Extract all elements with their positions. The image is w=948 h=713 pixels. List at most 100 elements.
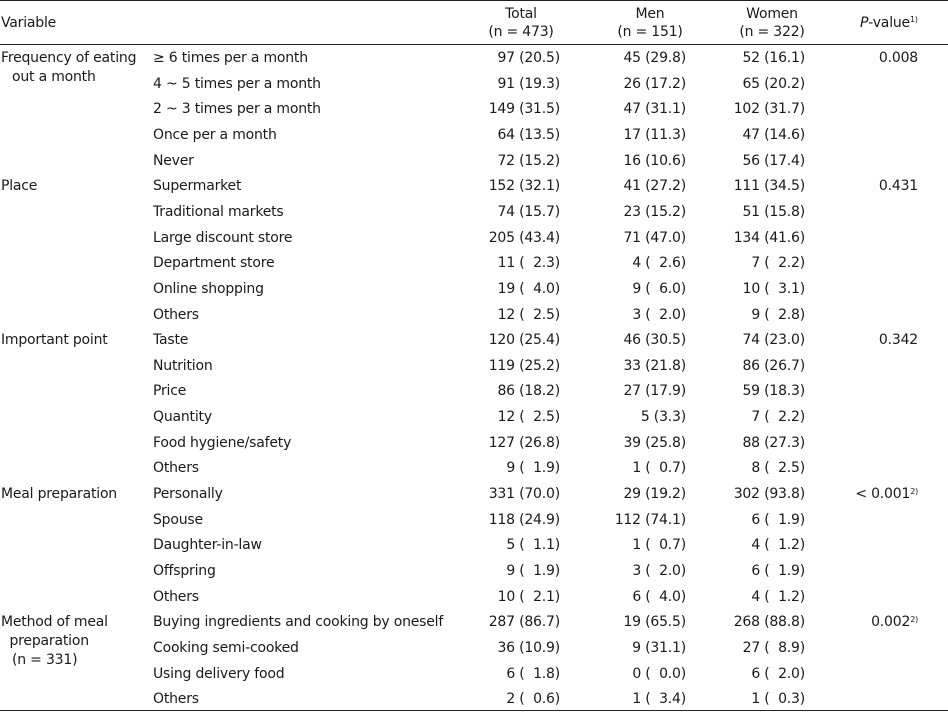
cell-level: Using delivery food [153, 665, 285, 682]
cell-men: 19 (65.5) [623, 614, 686, 631]
cell-level: Personally [153, 486, 223, 503]
cell-level: 2 ~ 3 times per a month [153, 101, 321, 118]
header-variable: Variable [1, 15, 57, 31]
table-row: Offspring 9 ( 1.9) 3 ( 2.0) 6 ( 1.9) [0, 559, 948, 585]
cell-men: 71 (47.0) [623, 229, 686, 246]
header-women-label: Women [746, 6, 798, 22]
cell-level: Cooking semi-cooked [153, 639, 299, 656]
cell-pvalue: 0.431 [838, 174, 918, 200]
cell-level: Online shopping [153, 280, 264, 297]
cell-total: 5 ( 1.1) [506, 537, 560, 554]
cell-total: 12 ( 2.5) [497, 409, 561, 426]
cell-women: 134 (41.6) [733, 229, 805, 246]
header-men-n: (n = 151) [617, 24, 683, 40]
cell-total: 10 ( 2.1) [497, 588, 561, 605]
cell-level: ≥ 6 times per a month [153, 50, 308, 66]
table-row: Never 72 (15.2) 16 (10.6) 56 (17.4) [0, 149, 948, 175]
cell-women: 102 (31.7) [733, 101, 805, 118]
cell-total: 36 (10.9) [497, 639, 560, 656]
cell-women: 27 ( 8.9) [742, 639, 806, 656]
cell-women: 268 (88.8) [733, 614, 805, 631]
cell-men: 9 ( 6.0) [632, 280, 686, 297]
cell-women: 8 ( 2.5) [751, 460, 805, 477]
cell-level: Large discount store [153, 229, 293, 246]
cell-level: Food hygiene/safety [153, 434, 292, 451]
group-variable-line: Meal preparation [1, 486, 117, 503]
cell-level: Traditional markets [153, 203, 284, 220]
cell-total: 287 (86.7) [488, 614, 560, 631]
cell-total: 86 (18.2) [497, 383, 560, 400]
cell-women: 302 (93.8) [733, 486, 805, 503]
group-variable-line: preparation [1, 633, 90, 650]
cell-total: 91 (19.3) [497, 75, 560, 92]
group-variable-line: out a month [12, 69, 96, 85]
cell-pvalue-text: 0.008 [878, 50, 918, 66]
cell-men: 17 (11.3) [623, 126, 686, 143]
cell-total: 127 (26.8) [488, 434, 560, 451]
cell-men: 112 (74.1) [614, 511, 686, 528]
cell-men: 45 (29.8) [623, 50, 686, 66]
header-total: Total (n = 473) [470, 5, 572, 41]
cell-level: Supermarket [153, 178, 242, 195]
cell-men: 1 ( 0.7) [632, 537, 686, 554]
cell-men: 47 (31.1) [623, 101, 686, 118]
cell-men: 16 (10.6) [623, 152, 686, 169]
table-row: Cooking semi-cooked 36 (10.9) 9 (31.1) 27 (… [0, 636, 948, 662]
cell-women: 6 ( 1.9) [751, 511, 805, 528]
cell-women: 59 (18.3) [742, 383, 805, 400]
cell-men: 0 ( 0.0) [632, 665, 686, 682]
header-men: Men (n = 151) [602, 5, 698, 41]
cell-level: Nutrition [153, 357, 213, 374]
cell-women: 65 (20.2) [742, 75, 805, 92]
table-row: Quantity 12 ( 2.5) 5 (3.3) 7 ( 2.2) [0, 405, 948, 431]
cell-women: 47 (14.6) [742, 126, 805, 143]
cell-level: Never [153, 152, 194, 169]
group-variable-line: Frequency of eating [1, 50, 137, 66]
table-row: Buying ingredients and cooking by onesel… [0, 610, 948, 636]
cell-total: 119 (25.2) [488, 357, 560, 374]
cell-level: Others [153, 691, 199, 708]
group-variable-line: (n = 331) [12, 652, 78, 669]
cell-women: 52 (16.1) [742, 50, 805, 66]
cell-level: Taste [153, 332, 189, 349]
cell-total: 149 (31.5) [488, 101, 560, 118]
cell-level: Price [153, 383, 187, 400]
cell-pvalue-text: 0.002 [871, 614, 911, 631]
cell-men: 1 ( 0.7) [632, 460, 686, 477]
cell-level: 4 ~ 5 times per a month [153, 75, 321, 92]
cell-total: 12 ( 2.5) [497, 306, 561, 323]
cell-total: 19 ( 4.0) [497, 280, 561, 297]
cell-men: 1 ( 3.4) [632, 691, 686, 708]
cell-total: 11 ( 2.3) [497, 255, 561, 272]
cell-pvalue-text: < 0.001 [855, 486, 911, 503]
cell-women: 6 ( 2.0) [751, 665, 805, 682]
table-row: 2 ~ 3 times per a month 149 (31.5) 47 (31.… [0, 97, 948, 123]
cell-men: 26 (17.2) [623, 75, 686, 92]
cell-women: 10 ( 3.1) [742, 280, 806, 297]
cell-pvalue: < 0.0012) [838, 482, 918, 508]
group-variable-line: Important point [1, 332, 108, 349]
cell-men: 33 (21.8) [623, 357, 686, 374]
cell-women: 74 (23.0) [742, 332, 805, 349]
cell-pvalue-text: 0.431 [878, 178, 918, 195]
cell-total: 2 ( 0.6) [506, 691, 560, 708]
cell-women: 51 (15.8) [742, 203, 805, 220]
cell-level: Daughter-in-law [153, 537, 262, 554]
cell-women: 9 ( 2.8) [751, 306, 805, 323]
table-row: Personally 331 (70.0) 29 (19.2) 302 (93.8) <… [0, 482, 948, 508]
cell-women: 6 ( 1.9) [751, 563, 805, 579]
table-row: Others 9 ( 1.9) 1 ( 0.7) 8 ( 2.5) [0, 456, 948, 482]
header-pvalue-footnote: 1) [909, 15, 918, 24]
table-row: Department store 11 ( 2.3) 4 ( 2.6) 7 ( 2.2… [0, 251, 948, 277]
header-women: Women (n = 322) [722, 5, 822, 41]
cell-level: Buying ingredients and cooking by onesel… [153, 614, 444, 631]
table-row: Supermarket 152 (32.1) 41 (27.2) 111 (34.5)… [0, 174, 948, 200]
table-row: Nutrition 119 (25.2) 33 (21.8) 86 (26.7) [0, 354, 948, 380]
table-row: Online shopping 19 ( 4.0) 9 ( 6.0) 10 ( 3.1… [0, 277, 948, 303]
cell-level: Others [153, 460, 199, 477]
top-rule [0, 0, 948, 1]
cell-men: 29 (19.2) [623, 486, 686, 503]
cell-women: 86 (26.7) [742, 357, 805, 374]
cell-women: 56 (17.4) [742, 152, 805, 169]
header-total-label: Total [505, 6, 537, 22]
